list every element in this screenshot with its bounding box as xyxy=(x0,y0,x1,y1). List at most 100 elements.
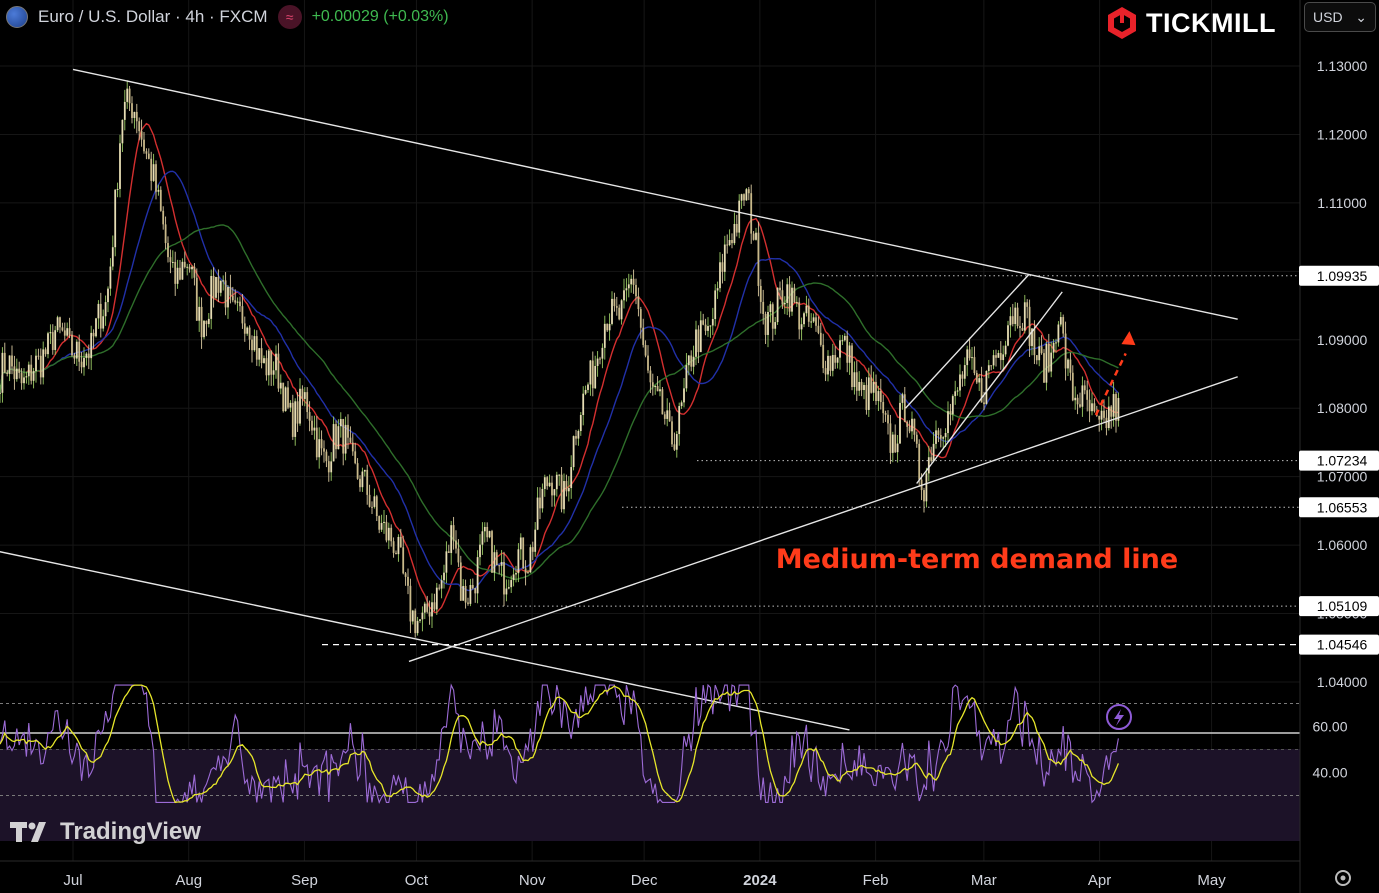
candle-body xyxy=(997,353,1000,358)
candle-body xyxy=(654,386,657,388)
symbol-title[interactable]: Euro / U.S. Dollar · 4h · FXCM xyxy=(38,7,268,26)
candle-body xyxy=(1045,344,1048,383)
candle-body xyxy=(455,540,457,549)
price-level-badge[interactable] xyxy=(1299,450,1379,471)
candle-body xyxy=(78,341,81,362)
price-level-badge[interactable] xyxy=(1299,497,1379,518)
candle-body xyxy=(884,413,887,415)
resistance-trendline[interactable] xyxy=(72,68,1238,320)
candle-body xyxy=(241,306,244,324)
candle-body xyxy=(423,603,426,613)
candle-body xyxy=(865,385,868,410)
candle-body xyxy=(1074,397,1077,401)
candle-body xyxy=(1,352,4,393)
candle-body xyxy=(757,232,760,286)
candle-body xyxy=(440,580,443,589)
candle-body xyxy=(939,435,942,439)
candle-body xyxy=(253,336,256,351)
candle-body xyxy=(716,288,719,291)
candle-body xyxy=(260,348,263,363)
candle-body xyxy=(23,377,25,384)
candle-body xyxy=(551,482,553,496)
candle-body xyxy=(973,357,976,374)
time-tick-label: Dec xyxy=(631,872,658,889)
candle-body xyxy=(426,603,429,612)
candle-body xyxy=(464,585,467,603)
ma-fast-line xyxy=(0,122,1119,614)
medium-term-demand-trendline[interactable] xyxy=(408,376,1238,663)
candle-body xyxy=(659,389,661,392)
candle-body xyxy=(627,284,630,289)
price-level-badge[interactable] xyxy=(1299,634,1379,655)
candle-body xyxy=(198,306,201,321)
candle-body xyxy=(80,361,83,368)
candle-body xyxy=(591,360,594,389)
channel-lower-trendline[interactable] xyxy=(916,291,1063,484)
candle-body xyxy=(831,355,834,371)
candle-body xyxy=(164,224,167,244)
candle-body xyxy=(546,477,549,487)
candle-body xyxy=(647,355,649,371)
candle-body xyxy=(279,382,282,389)
candle-body xyxy=(932,443,935,461)
candle-body xyxy=(788,284,791,312)
candle-body xyxy=(236,301,239,303)
candle-body xyxy=(491,531,493,573)
price-level-badge[interactable] xyxy=(1299,596,1379,617)
candle-body xyxy=(438,587,441,589)
candle-body xyxy=(1091,403,1093,412)
lower-channel-trendline[interactable] xyxy=(0,545,850,731)
candle-body xyxy=(579,414,582,432)
candle-body xyxy=(567,488,570,492)
candle-body xyxy=(476,557,479,594)
candle-body xyxy=(978,378,981,383)
price-tick-label: 1.09000 xyxy=(1317,332,1368,348)
settings-gear-icon[interactable] xyxy=(1335,870,1351,886)
time-tick-label: 2024 xyxy=(743,872,777,889)
currency-select[interactable]: USD ⌄ xyxy=(1304,2,1376,32)
candle-body xyxy=(1004,345,1007,355)
candle-body xyxy=(606,323,609,331)
candle-body xyxy=(411,610,414,622)
price-level-badge-label: 1.05109 xyxy=(1317,598,1368,614)
candle-body xyxy=(707,326,709,331)
trendlines[interactable] xyxy=(0,68,1238,731)
candle-body xyxy=(359,478,361,488)
candle-body xyxy=(145,151,148,154)
candle-body xyxy=(1107,406,1110,429)
time-axis[interactable]: Jul Aug Sep Oct Nov Dec 2024 Feb Mar Apr May xyxy=(63,872,1226,889)
candle-body xyxy=(349,437,352,443)
candle-body xyxy=(642,327,645,345)
candle-body xyxy=(587,384,589,390)
candle-body xyxy=(623,290,625,301)
price-axis[interactable]: 1.040001.050001.060001.070001.080001.090… xyxy=(1299,58,1379,781)
annotation-demand-line: Medium-term demand line xyxy=(776,544,1178,575)
candle-body xyxy=(1079,404,1081,407)
candle-body xyxy=(404,573,407,577)
candle-body xyxy=(719,262,721,289)
candle-body xyxy=(956,390,959,392)
candle-body xyxy=(414,610,417,634)
candle-body xyxy=(1009,316,1012,326)
candle-body xyxy=(447,551,450,553)
candle-body xyxy=(1016,307,1019,327)
candle-body xyxy=(20,372,23,384)
candle-body xyxy=(927,457,930,474)
candle-body xyxy=(565,481,568,492)
candle-body xyxy=(596,358,599,366)
alert-icon[interactable] xyxy=(1106,704,1132,730)
candle-body xyxy=(870,377,873,393)
wave-icon[interactable]: ≈ xyxy=(277,5,302,29)
candle-body xyxy=(313,427,316,431)
price-change: +0.00029 (+0.03%) xyxy=(311,8,449,25)
candle-body xyxy=(1059,317,1062,325)
candle-body xyxy=(699,320,702,353)
price-level-badge-label: 1.04546 xyxy=(1317,637,1368,653)
channel-upper-trendline[interactable] xyxy=(904,274,1030,409)
candle-body xyxy=(1028,306,1031,347)
candle-body xyxy=(966,349,969,366)
price-level-badge[interactable] xyxy=(1299,265,1379,286)
candle-body xyxy=(315,427,318,458)
candle-body xyxy=(56,317,59,331)
